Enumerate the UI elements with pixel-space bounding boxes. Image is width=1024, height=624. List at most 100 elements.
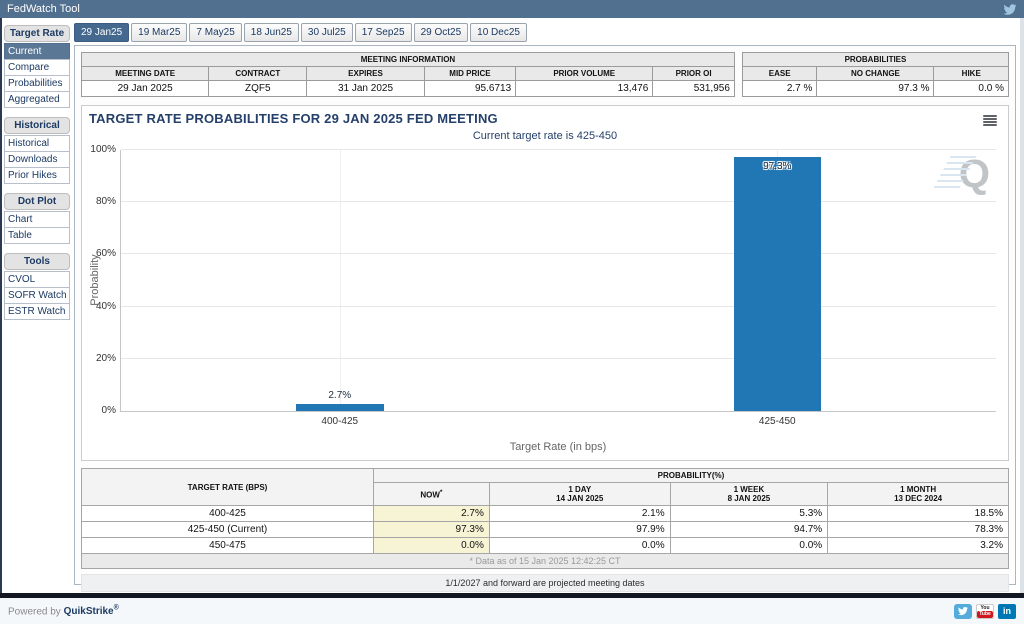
sidebar-item-aggregated[interactable]: Aggregated <box>4 91 70 108</box>
sidebar-header-historical[interactable]: Historical <box>4 117 70 134</box>
page-footer: Powered by QuikStrike® You Tube in <box>0 598 1024 624</box>
sidebar-item-current[interactable]: Current <box>4 43 70 60</box>
sidebar-header-tools[interactable]: Tools <box>4 253 70 270</box>
projected-dates-note: 1/1/2027 and forward are projected meeti… <box>81 574 1009 592</box>
meeting-date-tabs: 29 Jan25 19 Mar25 7 May25 18 Jun25 30 Ju… <box>74 23 1016 42</box>
sidebar-item-prior-hikes[interactable]: Prior Hikes <box>4 167 70 184</box>
powered-by: Powered by QuikStrike® <box>8 605 119 617</box>
sidebar-section-target-rate: Target Rate Current Compare Probabilitie… <box>4 25 70 108</box>
x-axis-title: Target Rate (in bps) <box>120 441 996 453</box>
sidebar-header-target-rate[interactable]: Target Rate <box>4 25 70 42</box>
bar-400-425 <box>296 404 384 411</box>
gridline <box>121 253 996 254</box>
col-ease: EASE <box>742 67 817 81</box>
youtube-icon[interactable]: You Tube <box>976 604 994 619</box>
y-tick-label: 80% <box>80 196 116 207</box>
week-value: 0.0% <box>670 538 828 554</box>
gridline <box>121 149 996 150</box>
x-tick-label: 425-450 <box>759 416 796 427</box>
tab-7-may25[interactable]: 7 May25 <box>189 23 241 42</box>
tab-29-oct25[interactable]: 29 Oct25 <box>414 23 469 42</box>
no-change-value: 97.3 % <box>817 81 934 97</box>
quikstrike-q-watermark-icon: Q <box>941 152 990 196</box>
main-content: 29 Jan25 19 Mar25 7 May25 18 Jun25 30 Ju… <box>72 18 1024 593</box>
y-tick-label: 60% <box>80 248 116 259</box>
month-value: 3.2% <box>828 538 1009 554</box>
tab-18-jun25[interactable]: 18 Jun25 <box>244 23 299 42</box>
app-header: FedWatch Tool <box>0 0 1024 18</box>
month-value: 78.3% <box>828 522 1009 538</box>
col-meeting-date: MEETING DATE <box>82 67 209 81</box>
sidebar-item-chart[interactable]: Chart <box>4 211 70 228</box>
meeting-information-table: MEETING INFORMATION MEETING DATE CONTRAC… <box>81 52 735 97</box>
col-now: NOW* <box>374 483 490 506</box>
vertical-gridline <box>340 150 341 411</box>
now-value: 97.3% <box>374 522 490 538</box>
tab-10-dec25[interactable]: 10 Dec25 <box>470 23 527 42</box>
twitter-icon[interactable] <box>1002 3 1018 16</box>
col-1-week: 1 WEEK8 JAN 2025 <box>670 483 828 506</box>
sidebar-section-tools: Tools CVOL SOFR Watch ESTR Watch <box>4 253 70 320</box>
day-value: 2.1% <box>489 506 670 522</box>
bar-value-label: 97.3% <box>763 161 791 172</box>
sidebar-item-probabilities[interactable]: Probabilities <box>4 75 70 92</box>
ease-value: 2.7 % <box>742 81 817 97</box>
now-value: 2.7% <box>374 506 490 522</box>
hike-value: 0.0 % <box>934 81 1009 97</box>
sidebar-header-dot-plot[interactable]: Dot Plot <box>4 193 70 210</box>
app-body: Target Rate Current Compare Probabilitie… <box>0 18 1024 593</box>
tab-30-jul25[interactable]: 30 Jul25 <box>301 23 353 42</box>
now-value: 0.0% <box>374 538 490 554</box>
probabilities-title: PROBABILITIES <box>742 53 1008 67</box>
day-value: 0.0% <box>489 538 670 554</box>
rate-range: 400-425 <box>82 506 374 522</box>
sidebar-item-compare[interactable]: Compare <box>4 59 70 76</box>
mid-price-value: 95.6713 <box>424 81 515 97</box>
tab-29-jan25[interactable]: 29 Jan25 <box>74 23 129 42</box>
chart-panel: TARGET RATE PROBABILITIES FOR 29 JAN 202… <box>81 105 1009 461</box>
col-target-rate-bps: TARGET RATE (BPS) <box>82 469 374 506</box>
gridline <box>121 306 996 307</box>
quikstrike-link[interactable]: QuikStrike® <box>64 606 119 617</box>
linkedin-icon[interactable]: in <box>998 604 1016 619</box>
expires-value: 31 Jan 2025 <box>307 81 425 97</box>
sidebar-item-estr-watch[interactable]: ESTR Watch <box>4 303 70 320</box>
tab-17-sep25[interactable]: 17 Sep25 <box>355 23 412 42</box>
hamburger-chart-menu-icon[interactable] <box>983 115 997 127</box>
sidebar-section-dot-plot: Dot Plot Chart Table <box>4 193 70 244</box>
sidebar-item-table[interactable]: Table <box>4 227 70 244</box>
chart-title: TARGET RATE PROBABILITIES FOR 29 JAN 202… <box>89 111 498 126</box>
meeting-info-title: MEETING INFORMATION <box>82 53 735 67</box>
sidebar-item-cvol[interactable]: CVOL <box>4 271 70 288</box>
tab-19-mar25[interactable]: 19 Mar25 <box>131 23 187 42</box>
x-tick-label: 400-425 <box>321 416 358 427</box>
col-hike: HIKE <box>934 67 1009 81</box>
prior-oi-value: 531,956 <box>653 81 735 97</box>
rate-range: 450-475 <box>82 538 374 554</box>
rate-range: 425-450 (Current) <box>82 522 374 538</box>
col-prior-oi: PRIOR OI <box>653 67 735 81</box>
probabilities-summary-table: PROBABILITIES EASE NO CHANGE HIKE 2.7 % … <box>742 52 1009 97</box>
probability-history-table: TARGET RATE (BPS) PROBABILITY(%) NOW* 1 … <box>81 468 1009 569</box>
contract-value: ZQF5 <box>209 81 307 97</box>
twitter-icon[interactable] <box>954 604 972 619</box>
table-row: 400-425 2.7% 2.1% 5.3% 18.5% <box>82 506 1009 522</box>
y-tick-label: 100% <box>80 144 116 155</box>
gridline <box>121 358 996 359</box>
app-title: FedWatch Tool <box>7 3 80 15</box>
col-1-month: 1 MONTH13 DEC 2024 <box>828 483 1009 506</box>
table-row: 425-450 (Current) 97.3% 97.9% 94.7% 78.3… <box>82 522 1009 538</box>
sidebar-item-sofr-watch[interactable]: SOFR Watch <box>4 287 70 304</box>
col-prior-volume: PRIOR VOLUME <box>516 67 653 81</box>
col-expires: EXPIRES <box>307 67 425 81</box>
sidebar-item-downloads[interactable]: Downloads <box>4 151 70 168</box>
sidebar: Target Rate Current Compare Probabilitie… <box>2 18 72 593</box>
col-1-day: 1 DAY14 JAN 2025 <box>489 483 670 506</box>
col-contract: CONTRACT <box>209 67 307 81</box>
meeting-date-value: 29 Jan 2025 <box>82 81 209 97</box>
y-tick-label: 40% <box>80 301 116 312</box>
plot-area: 0% 20% 40% 60% 80% 100% Q 2.7% 97.3% 400… <box>120 150 996 412</box>
col-mid-price: MID PRICE <box>424 67 515 81</box>
sidebar-item-historical[interactable]: Historical <box>4 135 70 152</box>
group-header-probability: PROBABILITY(%) <box>374 469 1009 483</box>
